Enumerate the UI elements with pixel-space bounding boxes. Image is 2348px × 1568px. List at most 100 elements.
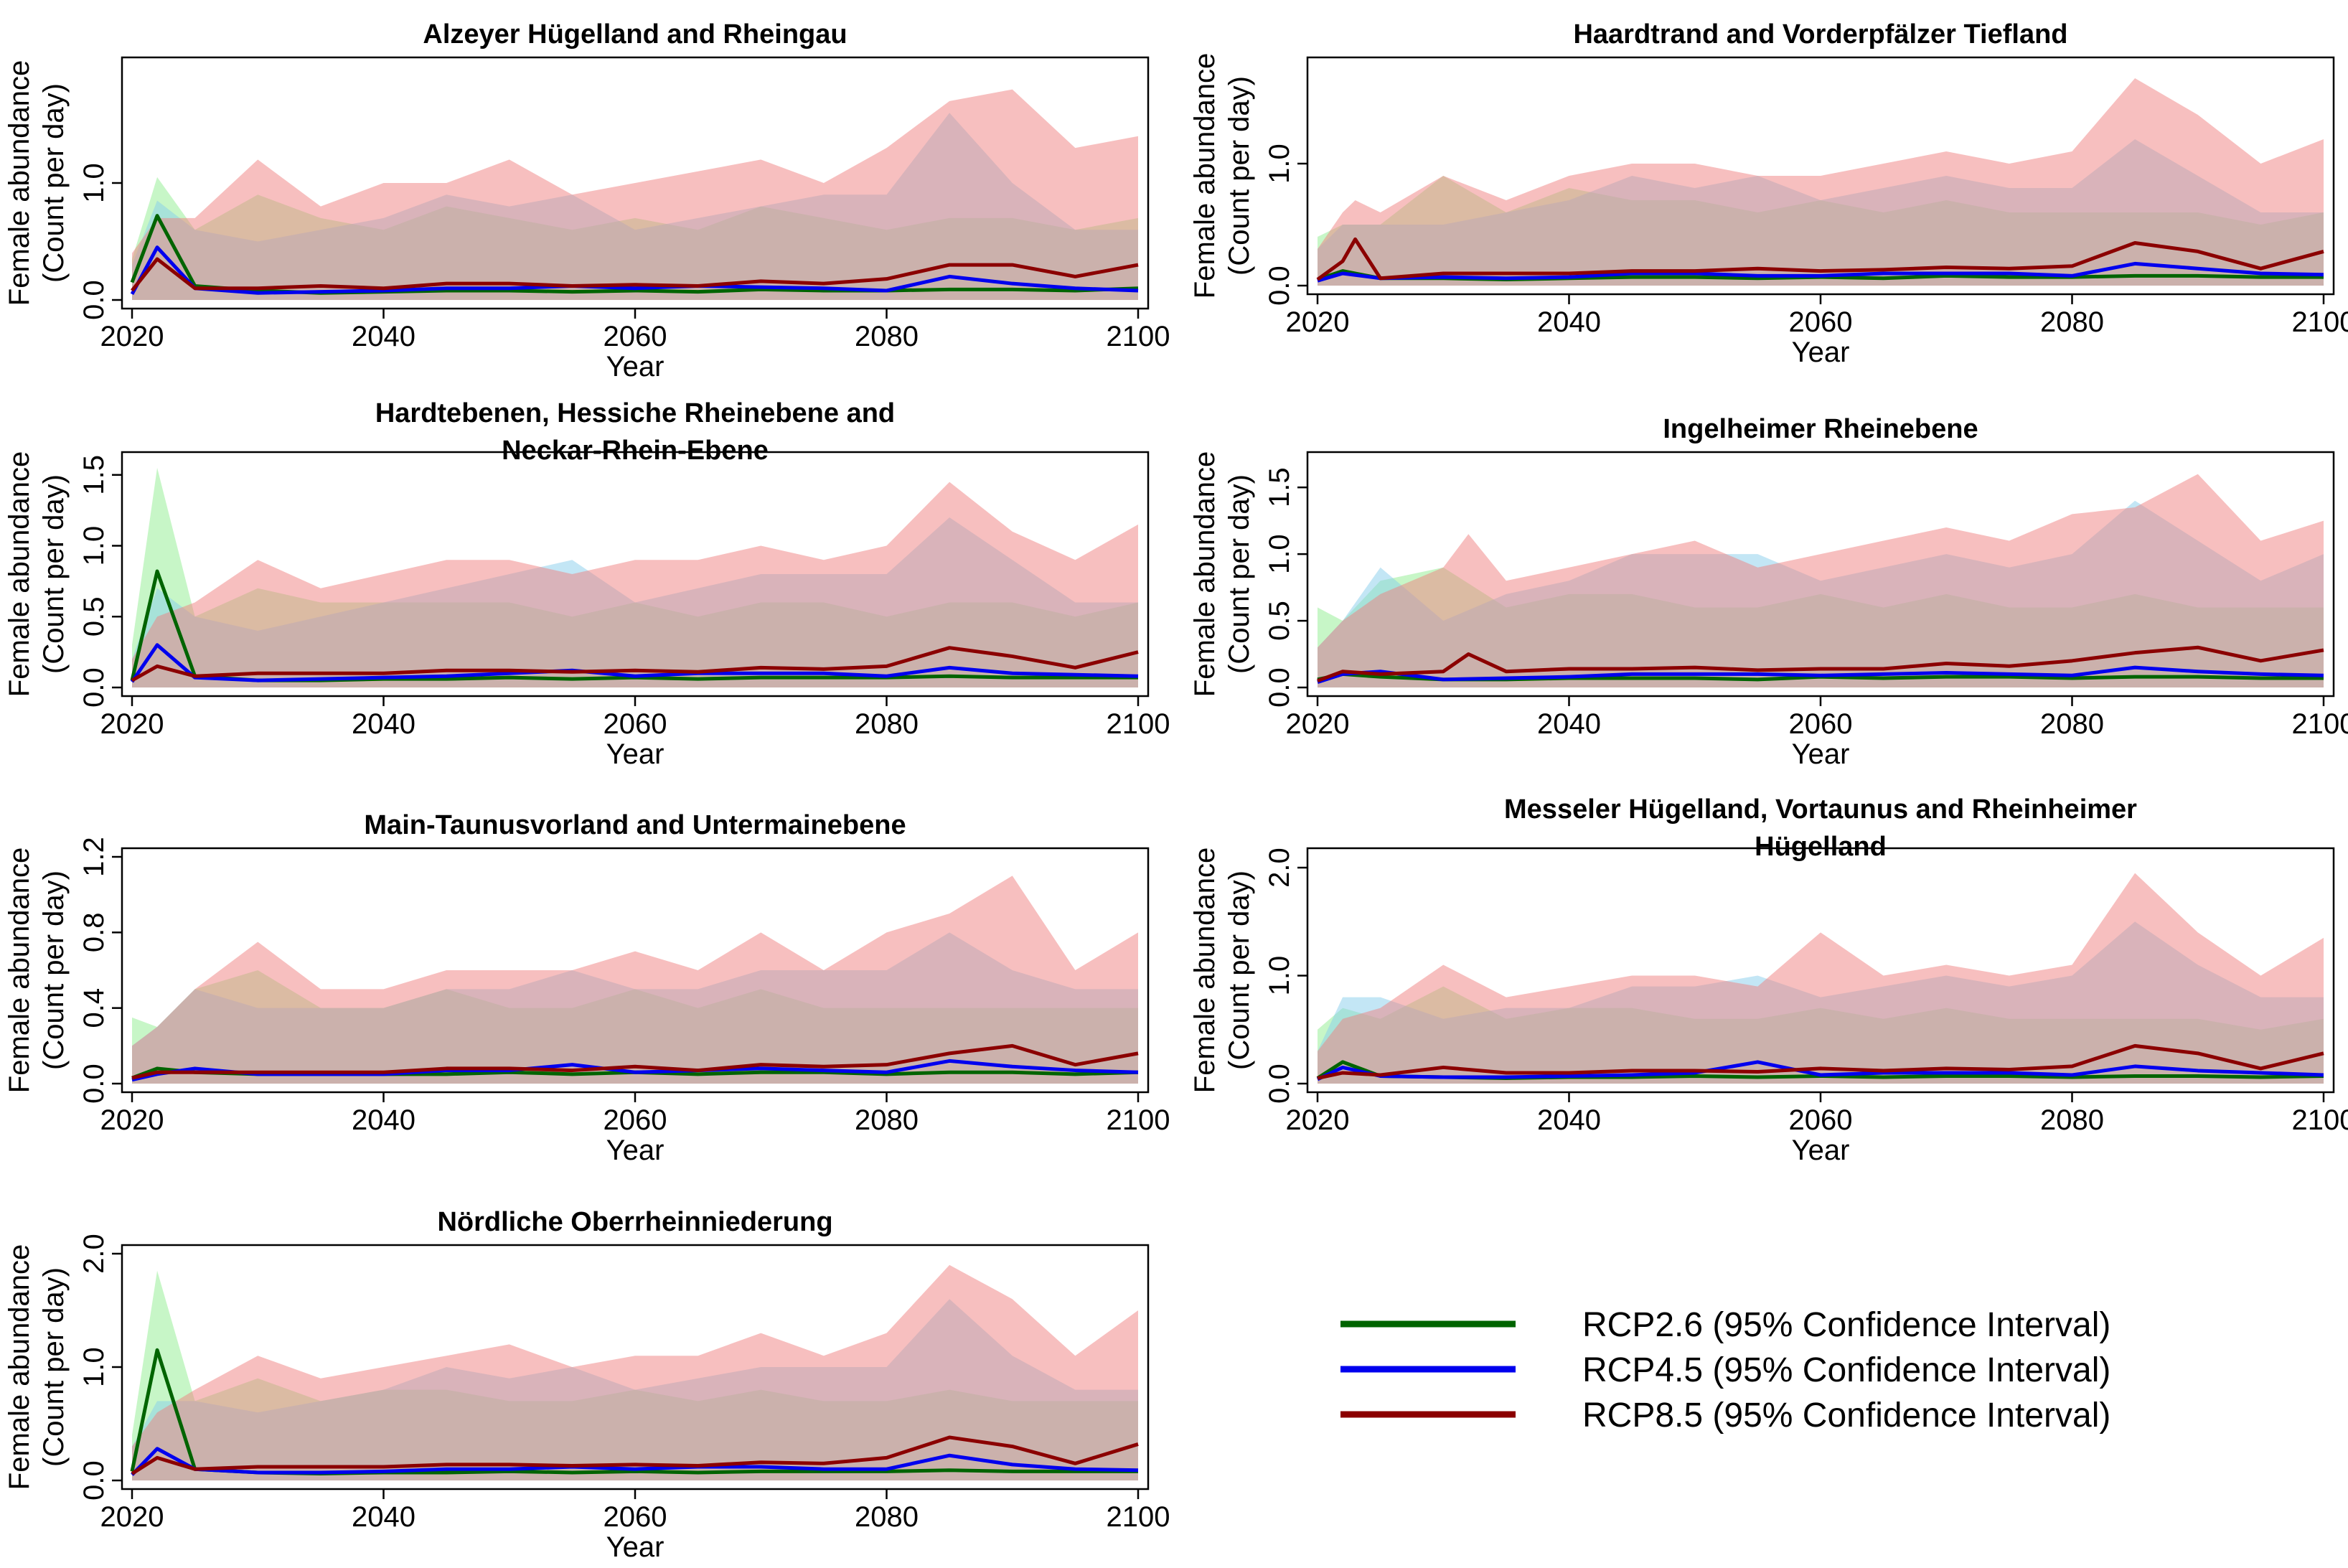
x-tick-label: 2060 [604, 708, 667, 740]
y-tick-label: 0.0 [78, 1460, 110, 1501]
y-tick-label: 2.0 [78, 1234, 110, 1274]
y-tick-label: 2.0 [1264, 848, 1295, 888]
x-tick-label: 2020 [1286, 1104, 1350, 1136]
x-tick-label: 2100 [2292, 1104, 2348, 1136]
ci-band-rcp85 [132, 89, 1138, 300]
mean-line-rcp85 [1317, 645, 2324, 683]
x-tick-label: 2040 [1537, 708, 1601, 740]
x-axis-label: Year [606, 351, 665, 382]
plot-area [1316, 78, 2324, 286]
x-tick-label: 2100 [2292, 708, 2348, 740]
mean-line-rcp85 [1317, 1043, 2324, 1080]
y-tick-label: 0.0 [1264, 266, 1295, 306]
panel-2: Haardtrand and Vorderpfälzer Tiefland 202… [1189, 19, 2348, 368]
panel-title: Hardtebenen, Hessiche Rheinebene and Neck… [375, 398, 895, 466]
plot-area [130, 467, 1139, 687]
mean-line-rcp45 [1317, 665, 2324, 684]
y-tick-label: 1.2 [78, 837, 110, 877]
x-tick-label: 2040 [352, 708, 415, 740]
panel-3: Hardtebenen, Hessiche Rheinebene and Neck… [4, 398, 1170, 770]
panel-4: Ingelheimer Rheinebene 2020 2040 2060 2080 21… [1189, 414, 2348, 770]
y-tick-label: 0.0 [78, 1064, 110, 1104]
y-tick-label: 0.5 [1264, 601, 1295, 641]
y-tick-label: 1.0 [78, 1347, 110, 1387]
panel-7: Nördliche Oberrheinniederung 2020 2040 2060… [4, 1207, 1170, 1563]
y-axis-label: Female abundance (Count per day) [4, 848, 70, 1093]
x-axis-label: Year [1792, 1135, 1850, 1166]
legend: RCP2.6 (95% Confidence Interval) RCP4.5 (… [1340, 1306, 2110, 1435]
x-tick-label: 2060 [1789, 1104, 1853, 1136]
y-axis-label: Female abundance (Count per day) [1189, 848, 1255, 1093]
x-tick-label: 2060 [1789, 708, 1853, 740]
y-tick-label: 0.5 [78, 596, 110, 637]
x-tick-label: 2020 [1286, 708, 1350, 740]
x-tick-label: 2020 [1286, 306, 1350, 338]
x-tick-label: 2100 [1107, 708, 1170, 740]
y-tick-label: 0.4 [78, 988, 110, 1028]
mean-line-rcp85 [131, 257, 1139, 292]
y-axis-label: Female abundance (Count per day) [4, 60, 70, 306]
mean-line-rcp85 [1316, 237, 2324, 281]
mean-line-rcp85 [131, 1043, 1139, 1080]
panel-title: Messeler Hügelland, Vortaunus and Rheinh… [1504, 794, 2137, 862]
y-tick-label: 1.5 [1264, 467, 1295, 507]
y-tick-label: 1.0 [1264, 956, 1295, 996]
x-axis-label: Year [606, 1531, 665, 1563]
x-axis-label: Year [1792, 337, 1850, 368]
ci-band-rcp85 [1318, 873, 2324, 1084]
legend-label: RCP8.5 (95% Confidence Interval) [1582, 1396, 2110, 1435]
y-tick-label: 1.0 [1264, 534, 1295, 574]
mean-line-rcp45 [131, 1447, 1139, 1476]
x-tick-label: 2080 [2040, 1104, 2104, 1136]
x-tick-label: 2040 [352, 1501, 415, 1533]
x-axis-label: Year [1792, 738, 1850, 770]
x-tick-label: 2040 [1537, 306, 1601, 338]
y-axis-label: Female abundance (Count per day) [1189, 451, 1255, 697]
mean-line-rcp85 [131, 1435, 1139, 1475]
legend-label: RCP2.6 (95% Confidence Interval) [1582, 1306, 2110, 1344]
plot-area [130, 89, 1139, 300]
ci-band-rcp85 [132, 875, 1138, 1084]
mean-line-rcp45 [130, 643, 1139, 683]
legend-label: RCP4.5 (95% Confidence Interval) [1582, 1351, 2110, 1389]
x-tick-label: 2060 [604, 321, 667, 352]
panel-5: Main-Taunusvorland and Untermainebene 202… [4, 810, 1170, 1166]
legend-entry-rcp85: RCP8.5 (95% Confidence Interval) [1340, 1396, 2110, 1435]
y-axis-label: Female abundance (Count per day) [4, 451, 70, 697]
y-tick-label: 0.0 [78, 280, 110, 320]
plot-area [130, 1264, 1139, 1480]
y-tick-label: 0.0 [1264, 667, 1295, 708]
x-tick-label: 2100 [2292, 306, 2348, 338]
y-tick-label: 1.0 [78, 163, 110, 203]
ci-band-rcp85 [132, 482, 1138, 687]
x-tick-label: 2040 [1537, 1104, 1601, 1136]
plot-area [1316, 873, 2324, 1084]
y-tick-label: 1.0 [78, 526, 110, 566]
x-tick-label: 2040 [352, 321, 415, 352]
x-tick-label: 2080 [855, 1104, 919, 1136]
y-tick-label: 1.5 [78, 455, 110, 495]
x-tick-label: 2020 [100, 708, 164, 740]
y-axis-label: Female abundance (Count per day) [1189, 53, 1255, 299]
ci-band-rcp85 [1318, 474, 2324, 687]
y-axis-label: Female abundance (Count per day) [4, 1244, 70, 1490]
plot-area [1317, 474, 2324, 687]
x-tick-label: 2080 [855, 708, 919, 740]
panel-title: Alzeyer Hügelland and Rheingau [423, 19, 847, 50]
x-tick-label: 2080 [855, 1501, 919, 1533]
x-tick-label: 2100 [1107, 321, 1170, 352]
x-tick-label: 2080 [2040, 708, 2104, 740]
x-tick-label: 2020 [100, 1501, 164, 1533]
y-tick-label: 0.0 [1264, 1064, 1295, 1104]
panels: Alzeyer Hügelland and Rheingau 2020 2040 20… [4, 19, 2348, 1563]
panel-1: Alzeyer Hügelland and Rheingau 2020 2040 20… [4, 19, 1170, 382]
y-tick-label: 0.8 [78, 913, 110, 953]
panel-title: Main-Taunusvorland and Untermainebene [364, 810, 906, 840]
legend-entry-rcp26: RCP2.6 (95% Confidence Interval) [1340, 1306, 2110, 1344]
x-axis-label: Year [606, 1135, 665, 1166]
panel-title: Nördliche Oberrheinniederung [437, 1207, 832, 1237]
panel-title: Haardtrand and Vorderpfälzer Tiefland [1573, 19, 2067, 50]
legend-entry-rcp45: RCP4.5 (95% Confidence Interval) [1340, 1351, 2110, 1389]
panel-title: Ingelheimer Rheinebene [1663, 414, 1978, 444]
